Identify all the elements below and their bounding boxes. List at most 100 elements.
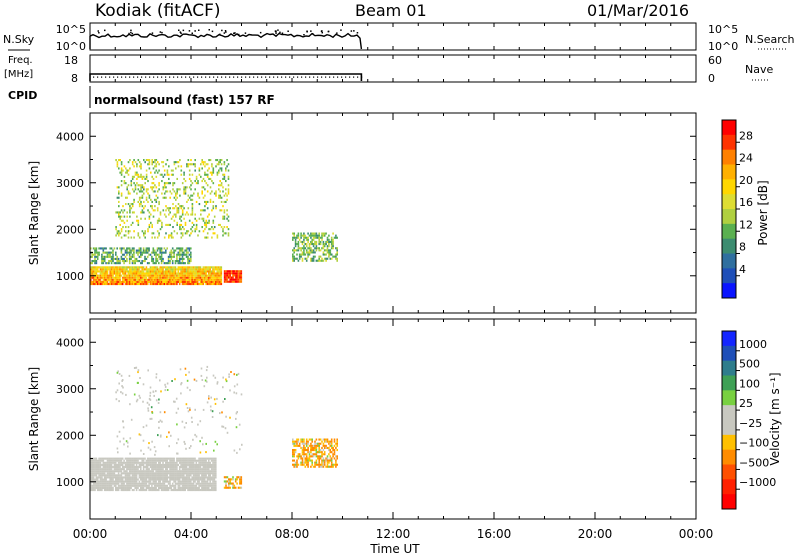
- echo-cell: [294, 238, 297, 241]
- echo-cell: [212, 266, 214, 269]
- echo-cell: [158, 280, 160, 283]
- echo-cell: [195, 283, 198, 286]
- echo-cell: [134, 466, 136, 469]
- echo-cell: [301, 451, 304, 454]
- echo-cell: [332, 243, 334, 246]
- noise-point: [321, 31, 323, 34]
- echo-cell: [112, 272, 114, 275]
- noise-tick-top: 10^5: [56, 23, 86, 36]
- echo-cell: [212, 486, 214, 489]
- echo-cell: [240, 478, 243, 481]
- echo-cell: [126, 280, 128, 283]
- echo-cell: [307, 240, 309, 243]
- echo-cell: [138, 461, 141, 464]
- echo-cell: [170, 470, 173, 473]
- echo-cell: [149, 270, 152, 273]
- echo-cell: [186, 232, 188, 235]
- echo-cell: [162, 478, 164, 481]
- echo-cell: [160, 283, 163, 286]
- echo-cell: [205, 369, 208, 372]
- echo-cell: [138, 472, 141, 475]
- echo-cell: [198, 486, 200, 489]
- echo-cell: [318, 444, 320, 447]
- echo-cell: [92, 276, 95, 279]
- echo-cell: [116, 272, 118, 275]
- echo-cell: [101, 260, 103, 263]
- echo-cell: [184, 188, 187, 191]
- echo-cell: [227, 192, 230, 195]
- echo-cell: [179, 188, 181, 191]
- echo-cell: [226, 486, 229, 489]
- echo-cell: [208, 461, 210, 464]
- echo-cell: [216, 159, 219, 162]
- echo-cell: [171, 262, 174, 265]
- echo-cell: [293, 259, 295, 262]
- echo-cell: [190, 255, 192, 258]
- echo-cell: [123, 276, 125, 279]
- echo-cell: [213, 482, 216, 485]
- echo-cell: [142, 459, 145, 462]
- echo-cell: [215, 489, 217, 492]
- echo-cell: [328, 234, 330, 237]
- echo-cell: [95, 249, 98, 252]
- echo-cell: [140, 276, 142, 279]
- echo-cell: [115, 234, 117, 237]
- echo-cell: [323, 463, 326, 466]
- echo-cell: [177, 463, 180, 466]
- echo-cell: [183, 173, 185, 176]
- echo-cell: [217, 272, 220, 275]
- echo-cell: [153, 270, 156, 273]
- freq-tick-top: 18: [64, 54, 78, 67]
- echo-cell: [148, 403, 150, 406]
- echo-cell: [194, 188, 196, 191]
- echo-cell: [170, 463, 173, 466]
- echo-cell: [209, 272, 211, 275]
- echo-cell: [155, 482, 157, 485]
- echo-cell: [141, 209, 144, 212]
- echo-cell: [99, 274, 102, 277]
- echo-cell: [308, 444, 311, 447]
- echo-cell: [138, 489, 141, 492]
- echo-cell: [94, 463, 96, 466]
- echo-cell: [184, 489, 186, 492]
- echo-cell: [134, 478, 136, 481]
- echo-cell: [292, 463, 294, 466]
- echo-cell: [128, 482, 131, 485]
- echo-cell: [165, 262, 167, 265]
- echo-cell: [90, 280, 92, 283]
- echo-cell: [135, 457, 138, 460]
- echo-cell: [99, 480, 102, 483]
- echo-cell: [140, 482, 142, 485]
- echo-cell: [154, 184, 156, 187]
- echo-cell: [184, 270, 186, 273]
- echo-cell: [183, 459, 185, 462]
- echo-cell: [96, 480, 99, 483]
- echo-cell: [128, 253, 131, 256]
- echo-cell: [121, 379, 124, 381]
- echo-cell: [117, 478, 120, 481]
- echo-cell: [127, 190, 130, 193]
- echo-cell: [191, 203, 194, 206]
- echo-cell: [145, 257, 148, 260]
- echo-cell: [133, 260, 135, 263]
- echo-cell: [163, 182, 166, 185]
- echo-cell: [155, 466, 157, 469]
- echo-cell: [203, 466, 206, 469]
- echo-cell: [329, 457, 332, 460]
- echo-cell: [315, 453, 318, 456]
- echo-cell: [328, 442, 330, 445]
- echo-cell: [209, 278, 211, 281]
- echo-cell: [105, 278, 107, 281]
- echo-cell: [140, 478, 142, 481]
- echo-cell: [113, 262, 116, 265]
- echo-cell: [240, 476, 243, 479]
- echo-cell: [96, 482, 99, 485]
- echo-cell: [226, 274, 229, 277]
- nave-point: [269, 76, 271, 78]
- echo-cell: [133, 468, 135, 471]
- echo-cell: [103, 251, 106, 254]
- echo-cell: [225, 278, 227, 281]
- echo-cell: [187, 470, 189, 473]
- echo-cell: [162, 468, 164, 471]
